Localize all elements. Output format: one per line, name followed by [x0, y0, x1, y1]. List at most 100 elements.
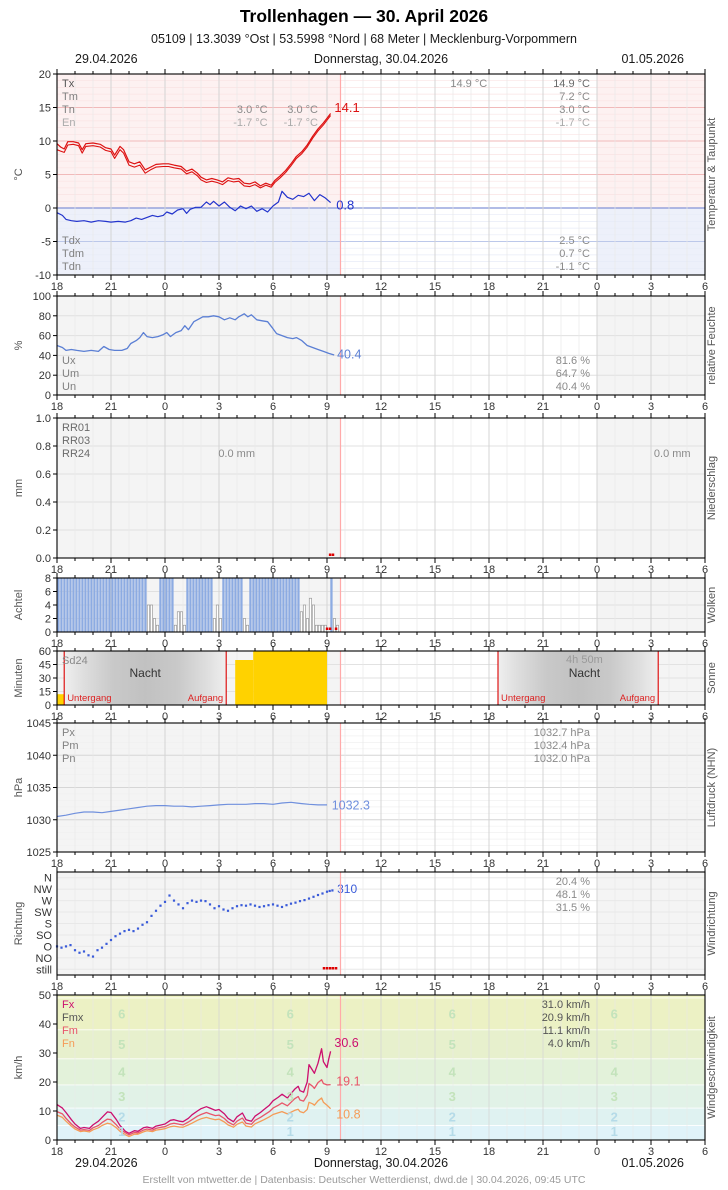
missing-data-marker	[331, 553, 335, 556]
chart-right-title: Luftdruck (NHN)	[706, 748, 718, 827]
chart-pressure: 18 21 0 3 6 9 12 15 18 21 0 3 6 1025 1030 1035 1040 1045 h…	[13, 718, 718, 870]
cloud-bar	[288, 578, 291, 632]
y-tick-label: 1040	[27, 750, 51, 762]
stat-value: 31.5 %	[556, 902, 590, 914]
x-tick-label: 21	[537, 981, 549, 993]
cloud-bar	[237, 578, 240, 632]
cloud-bar	[212, 618, 216, 633]
wind-dir-dot	[145, 921, 149, 924]
x-tick-label: 15	[429, 638, 441, 650]
cloud-bar	[299, 611, 303, 633]
stat-value: 1032.4 hPa	[534, 740, 591, 752]
stat-value: -1.7 °C	[556, 117, 590, 129]
beaufort-number: 3	[118, 1089, 125, 1104]
beaufort-number: 2	[611, 1109, 618, 1124]
missing-data-marker	[325, 967, 329, 970]
y-tick-label: 20	[39, 69, 51, 81]
sunshine-bar	[235, 660, 254, 705]
beaufort-number: 1	[287, 1124, 294, 1139]
chart-right-title: Sonne	[706, 662, 718, 694]
x-tick-label: 9	[324, 858, 330, 870]
wind-dir-dot	[64, 945, 68, 948]
cloud-bar	[78, 578, 81, 632]
x-tick-label: 18	[51, 281, 63, 293]
x-tick-label: 9	[324, 981, 330, 993]
x-tick-label: 21	[537, 281, 549, 293]
cloud-bar	[176, 611, 180, 633]
wind-dir-dot	[163, 900, 167, 903]
x-tick-label: 21	[105, 564, 117, 576]
y-tick-label: still	[36, 964, 52, 976]
date-left-top: 29.04.2026	[75, 52, 138, 66]
x-tick-label: 3	[648, 1146, 654, 1158]
x-tick-label: 21	[105, 858, 117, 870]
beaufort-number: 1	[611, 1124, 618, 1139]
beaufort-number: 4	[118, 1064, 126, 1079]
x-tick-label: 0	[594, 858, 600, 870]
axis-unit-label: mm	[13, 479, 25, 497]
x-tick-label: 15	[429, 564, 441, 576]
cloud-bar	[120, 578, 123, 632]
x-tick-label: 3	[648, 281, 654, 293]
cloud-bar	[141, 578, 144, 632]
stat-value: -1.1 °C	[556, 261, 590, 273]
sunshine-bar	[253, 651, 327, 705]
cloud-bar	[108, 578, 111, 632]
legend-label: RR24	[62, 448, 90, 460]
wind-dir-dot	[109, 938, 113, 942]
x-tick-label: 3	[216, 401, 222, 413]
y-tick-label: 0	[45, 1135, 51, 1147]
cloud-bar	[282, 578, 285, 632]
x-tick-label: 21	[537, 711, 549, 723]
cloud-bar	[87, 578, 90, 632]
wind-dir-dot	[159, 904, 162, 907]
missing-data-marker	[325, 627, 329, 630]
beaufort-number: 1	[449, 1124, 456, 1139]
cloud-bar	[138, 578, 141, 632]
cloud-bar	[201, 578, 204, 632]
chart-right-title: Wolken	[706, 587, 718, 623]
cloud-bar	[173, 624, 177, 633]
x-tick-label: 3	[216, 711, 222, 723]
cloud-bar	[96, 578, 99, 632]
x-tick-label: 0	[594, 638, 600, 650]
beaufort-number: 2	[118, 1109, 125, 1124]
legend-label: RR01	[62, 422, 90, 434]
wind-dir-dot	[321, 892, 324, 895]
x-tick-label: 18	[51, 981, 63, 993]
y-tick-label: 0.2	[36, 525, 51, 537]
series-Fn	[56, 1097, 332, 1138]
wind-dir-dot	[258, 905, 261, 909]
beaufort-number: 6	[611, 1006, 618, 1021]
x-tick-label: 18	[51, 858, 63, 870]
wind-dir-dot	[136, 927, 140, 930]
wind-dir-dot	[331, 889, 334, 892]
cloud-bar	[117, 578, 120, 632]
x-tick-label: 21	[105, 638, 117, 650]
beaufort-number: 4	[287, 1064, 295, 1079]
x-tick-label: 6	[270, 401, 276, 413]
wind-dir-dot	[100, 946, 104, 949]
cloud-bar	[168, 578, 171, 632]
wind-dir-dot	[271, 903, 275, 906]
annotation: 3.0 °C	[287, 104, 318, 116]
stat-value: 1032.0 hPa	[534, 753, 591, 765]
wind-dir-dot	[208, 903, 212, 906]
station-meta: 05109 | 13.3039 °Ost | 53.5998 °Nord | 6…	[151, 32, 577, 46]
x-tick-label: 0	[162, 711, 168, 723]
beaufort-number: 3	[611, 1089, 618, 1104]
x-tick-label: 9	[324, 1146, 330, 1158]
beaufort-number: 4	[611, 1064, 619, 1079]
cloud-bar	[93, 578, 96, 632]
series-Temperatur 2m	[56, 113, 332, 187]
cloud-bar	[261, 578, 264, 632]
x-tick-label: 0	[162, 564, 168, 576]
x-tick-label: 18	[483, 981, 495, 993]
cloud-bar	[291, 578, 294, 632]
cloud-bar	[255, 578, 258, 632]
y-tick-label: 0.0	[36, 553, 51, 565]
cloud-bar	[234, 578, 237, 632]
beaufort-number: 6	[287, 1006, 294, 1021]
current-value-label: 1032.3	[332, 799, 370, 813]
